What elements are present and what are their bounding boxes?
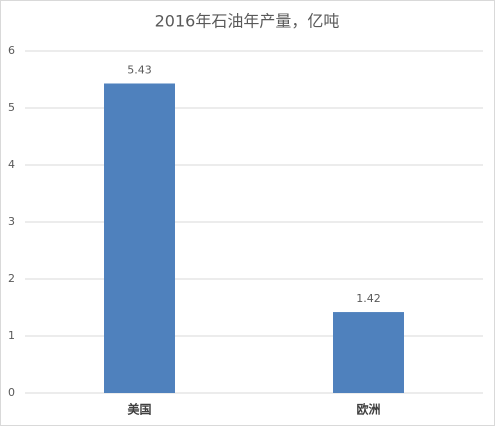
bar <box>333 312 404 393</box>
chart-title: 2016年石油年产量，亿吨 <box>155 12 340 31</box>
bar <box>104 83 175 394</box>
y-tick-label: 5 <box>8 101 15 114</box>
data-label: 1.42 <box>356 292 381 305</box>
y-tick-label: 1 <box>8 329 15 342</box>
data-label: 5.43 <box>127 63 152 76</box>
y-tick-label: 3 <box>8 215 15 228</box>
y-tick-label: 0 <box>8 386 15 399</box>
x-tick-label: 美国 <box>127 402 151 417</box>
y-tick-label: 2 <box>8 272 15 285</box>
y-tick-label: 6 <box>8 44 15 57</box>
x-tick-label: 欧洲 <box>356 402 380 417</box>
y-tick-label: 4 <box>8 158 15 171</box>
